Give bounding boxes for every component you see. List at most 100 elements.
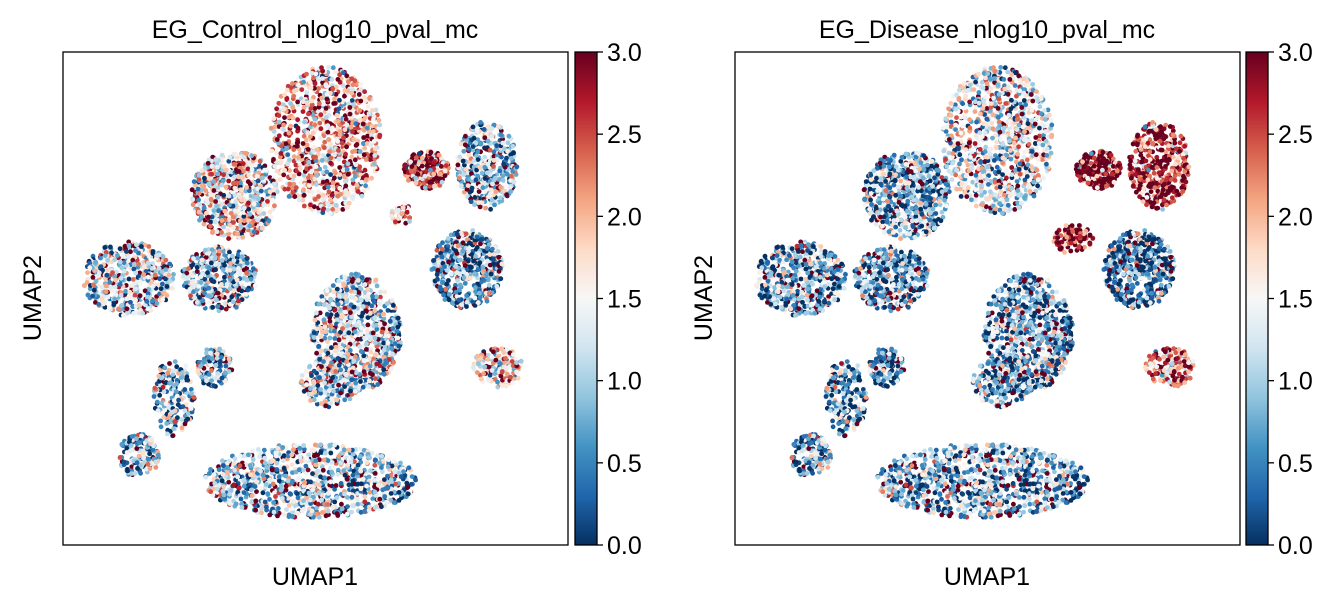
point: [237, 194, 243, 200]
point: [449, 271, 454, 277]
point: [484, 298, 490, 304]
point: [330, 65, 336, 71]
point: [246, 200, 251, 206]
point: [299, 87, 305, 92]
point: [372, 315, 378, 321]
point: [291, 147, 297, 153]
point: [500, 178, 506, 183]
point: [346, 330, 352, 336]
point: [457, 282, 463, 288]
point: [319, 65, 324, 71]
point: [307, 79, 313, 85]
point: [278, 154, 283, 160]
point: [336, 278, 342, 284]
point: [366, 111, 372, 116]
point: [349, 294, 354, 300]
point: [312, 106, 318, 111]
point: [337, 294, 342, 299]
point: [358, 98, 364, 104]
point: [360, 310, 366, 316]
point: [470, 124, 476, 130]
point: [381, 367, 387, 372]
point: [210, 230, 215, 236]
point: [332, 152, 337, 158]
point: [209, 214, 215, 220]
point: [311, 144, 317, 150]
point: [287, 157, 292, 163]
point: [237, 218, 243, 224]
point: [200, 264, 206, 270]
point: [257, 158, 263, 164]
point: [301, 79, 306, 85]
point: [496, 254, 502, 260]
point: [312, 116, 318, 122]
point: [91, 282, 96, 288]
point: [133, 297, 139, 303]
point: [285, 161, 290, 167]
point: [167, 361, 172, 366]
point: [248, 276, 254, 282]
point: [284, 87, 290, 93]
point: [477, 164, 483, 170]
point: [293, 162, 299, 168]
point: [195, 368, 201, 374]
point: [300, 141, 306, 146]
point: [106, 304, 112, 310]
point: [328, 155, 334, 161]
point: [247, 181, 253, 187]
point: [98, 255, 103, 261]
point: [361, 358, 367, 364]
point: [457, 175, 462, 181]
point: [362, 282, 368, 287]
point: [333, 170, 338, 176]
point: [491, 164, 496, 169]
point: [306, 111, 311, 117]
point: [325, 123, 331, 128]
point: [322, 329, 328, 335]
point: [276, 133, 282, 139]
point: [472, 271, 477, 277]
point: [471, 158, 477, 164]
point: [446, 292, 452, 297]
point: [475, 370, 480, 375]
point: [351, 358, 357, 364]
point: [291, 181, 297, 187]
point: [85, 292, 91, 298]
point: [174, 381, 180, 387]
point: [87, 265, 93, 271]
point: [435, 267, 441, 273]
point: [133, 248, 138, 254]
point: [118, 292, 124, 298]
point: [138, 281, 143, 287]
point: [471, 135, 477, 141]
point: [382, 289, 388, 295]
point: [413, 180, 419, 186]
point: [249, 167, 255, 173]
point: [351, 304, 357, 310]
point: [246, 188, 252, 194]
point: [395, 324, 401, 330]
point: [208, 260, 214, 266]
point: [236, 169, 242, 174]
point: [300, 99, 306, 105]
point: [204, 210, 209, 216]
point: [499, 346, 504, 352]
point: [325, 207, 331, 213]
point: [363, 341, 369, 347]
point: [476, 361, 481, 367]
point: [210, 192, 216, 198]
point: [363, 98, 369, 104]
point: [358, 349, 364, 354]
point: [183, 363, 189, 369]
point: [150, 284, 156, 289]
point: [354, 142, 360, 147]
point: [221, 164, 227, 170]
point: [197, 202, 202, 207]
point: [509, 155, 514, 161]
point: [305, 130, 311, 136]
point: [350, 195, 355, 201]
point: [206, 354, 211, 360]
point: [233, 208, 239, 214]
point: [215, 171, 221, 177]
point: [241, 154, 247, 160]
